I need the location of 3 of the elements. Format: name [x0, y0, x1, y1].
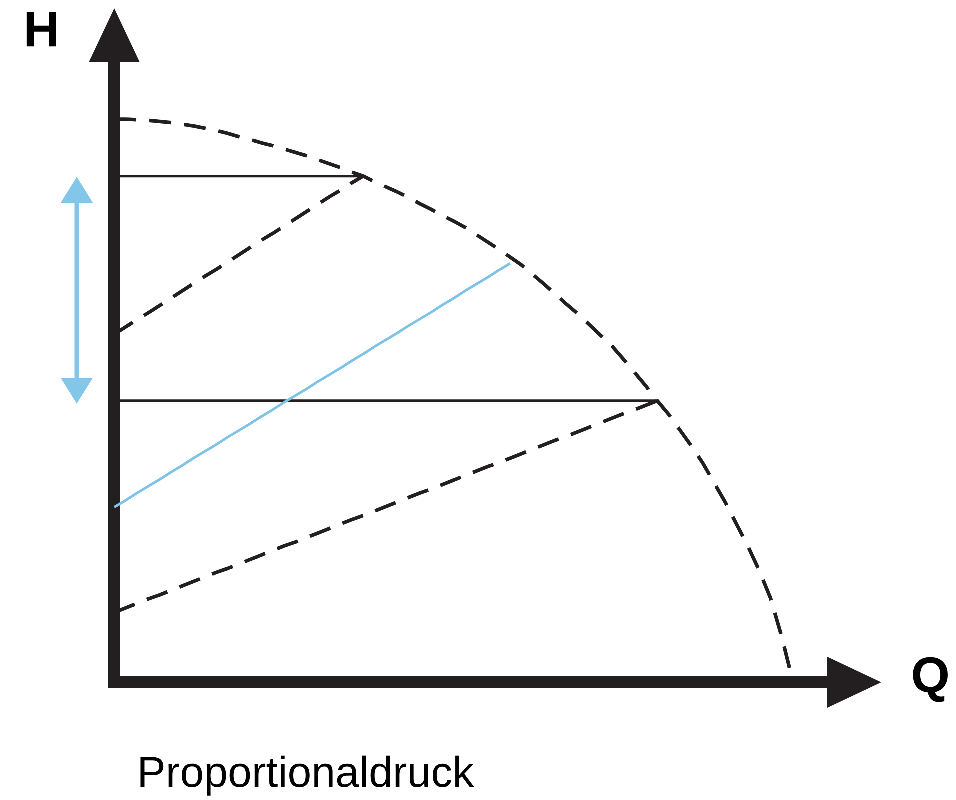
x-axis-title: Q	[913, 657, 948, 702]
y-axis-title: H	[26, 12, 56, 47]
text: Proportionaldruck	[140, 756, 474, 796]
